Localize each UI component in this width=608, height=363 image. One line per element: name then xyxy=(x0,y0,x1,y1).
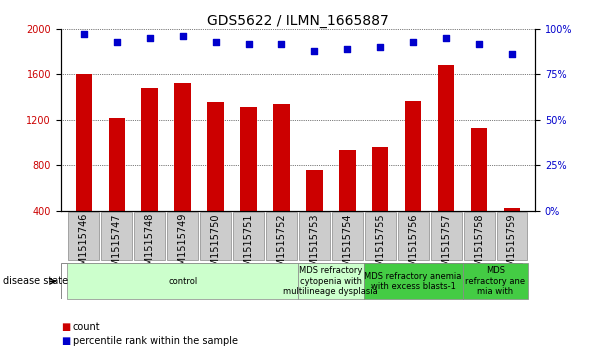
FancyBboxPatch shape xyxy=(200,212,231,260)
Text: count: count xyxy=(73,322,100,332)
Bar xyxy=(75,74,92,256)
FancyBboxPatch shape xyxy=(463,212,494,260)
Text: GSM1515756: GSM1515756 xyxy=(408,213,418,278)
Text: ■: ■ xyxy=(61,336,70,346)
Text: GSM1515759: GSM1515759 xyxy=(507,213,517,278)
Text: GSM1515748: GSM1515748 xyxy=(145,213,154,278)
Text: percentile rank within the sample: percentile rank within the sample xyxy=(73,336,238,346)
Point xyxy=(211,39,221,45)
FancyBboxPatch shape xyxy=(233,212,264,260)
Point xyxy=(145,35,154,41)
FancyBboxPatch shape xyxy=(266,212,297,260)
Text: GSM1515751: GSM1515751 xyxy=(244,213,254,278)
Point xyxy=(309,48,319,54)
Text: GSM1515746: GSM1515746 xyxy=(79,213,89,278)
Point xyxy=(409,39,418,45)
Text: GSM1515750: GSM1515750 xyxy=(210,213,221,278)
FancyBboxPatch shape xyxy=(299,212,330,260)
Point xyxy=(178,33,187,39)
FancyBboxPatch shape xyxy=(167,212,198,260)
Point xyxy=(342,46,352,52)
Text: ■: ■ xyxy=(61,322,70,332)
Bar xyxy=(207,102,224,256)
Point xyxy=(79,32,89,37)
Text: GSM1515752: GSM1515752 xyxy=(277,213,286,279)
Bar xyxy=(463,263,528,299)
Text: GSM1515754: GSM1515754 xyxy=(342,213,352,278)
Point xyxy=(507,52,517,57)
Bar xyxy=(174,83,191,256)
Bar xyxy=(504,208,520,256)
Point xyxy=(244,41,254,46)
Text: MDS refractory anemia
with excess blasts-1: MDS refractory anemia with excess blasts… xyxy=(365,272,462,291)
FancyBboxPatch shape xyxy=(398,212,429,260)
Text: GSM1515755: GSM1515755 xyxy=(375,213,385,279)
Bar xyxy=(405,101,421,256)
Title: GDS5622 / ILMN_1665887: GDS5622 / ILMN_1665887 xyxy=(207,14,389,28)
Point xyxy=(441,35,451,41)
FancyBboxPatch shape xyxy=(430,212,461,260)
Bar xyxy=(273,104,289,256)
Bar xyxy=(364,263,463,299)
Bar xyxy=(298,263,364,299)
FancyBboxPatch shape xyxy=(68,212,99,260)
FancyBboxPatch shape xyxy=(134,212,165,260)
Text: GSM1515753: GSM1515753 xyxy=(309,213,319,278)
Point xyxy=(277,41,286,46)
Text: MDS
refractory ane
mia with: MDS refractory ane mia with xyxy=(466,266,525,296)
Bar xyxy=(339,150,356,256)
Bar xyxy=(372,147,389,256)
Bar xyxy=(142,88,158,256)
Text: GSM1515747: GSM1515747 xyxy=(112,213,122,278)
Point xyxy=(474,41,484,46)
FancyBboxPatch shape xyxy=(365,212,396,260)
Text: GSM1515758: GSM1515758 xyxy=(474,213,484,278)
Text: GSM1515757: GSM1515757 xyxy=(441,213,451,279)
Point xyxy=(375,44,385,50)
Bar xyxy=(471,128,487,256)
Bar xyxy=(109,118,125,256)
FancyBboxPatch shape xyxy=(332,212,363,260)
Bar xyxy=(438,65,454,256)
FancyBboxPatch shape xyxy=(497,212,528,260)
Point xyxy=(112,39,122,45)
Bar xyxy=(67,263,298,299)
Text: MDS refractory
cytopenia with
multilineage dysplasia: MDS refractory cytopenia with multilinea… xyxy=(283,266,378,296)
Bar xyxy=(306,170,323,256)
FancyBboxPatch shape xyxy=(102,212,133,260)
Text: GSM1515749: GSM1515749 xyxy=(178,213,188,278)
Bar xyxy=(240,107,257,256)
Text: control: control xyxy=(168,277,197,286)
Text: disease state: disease state xyxy=(3,276,68,286)
